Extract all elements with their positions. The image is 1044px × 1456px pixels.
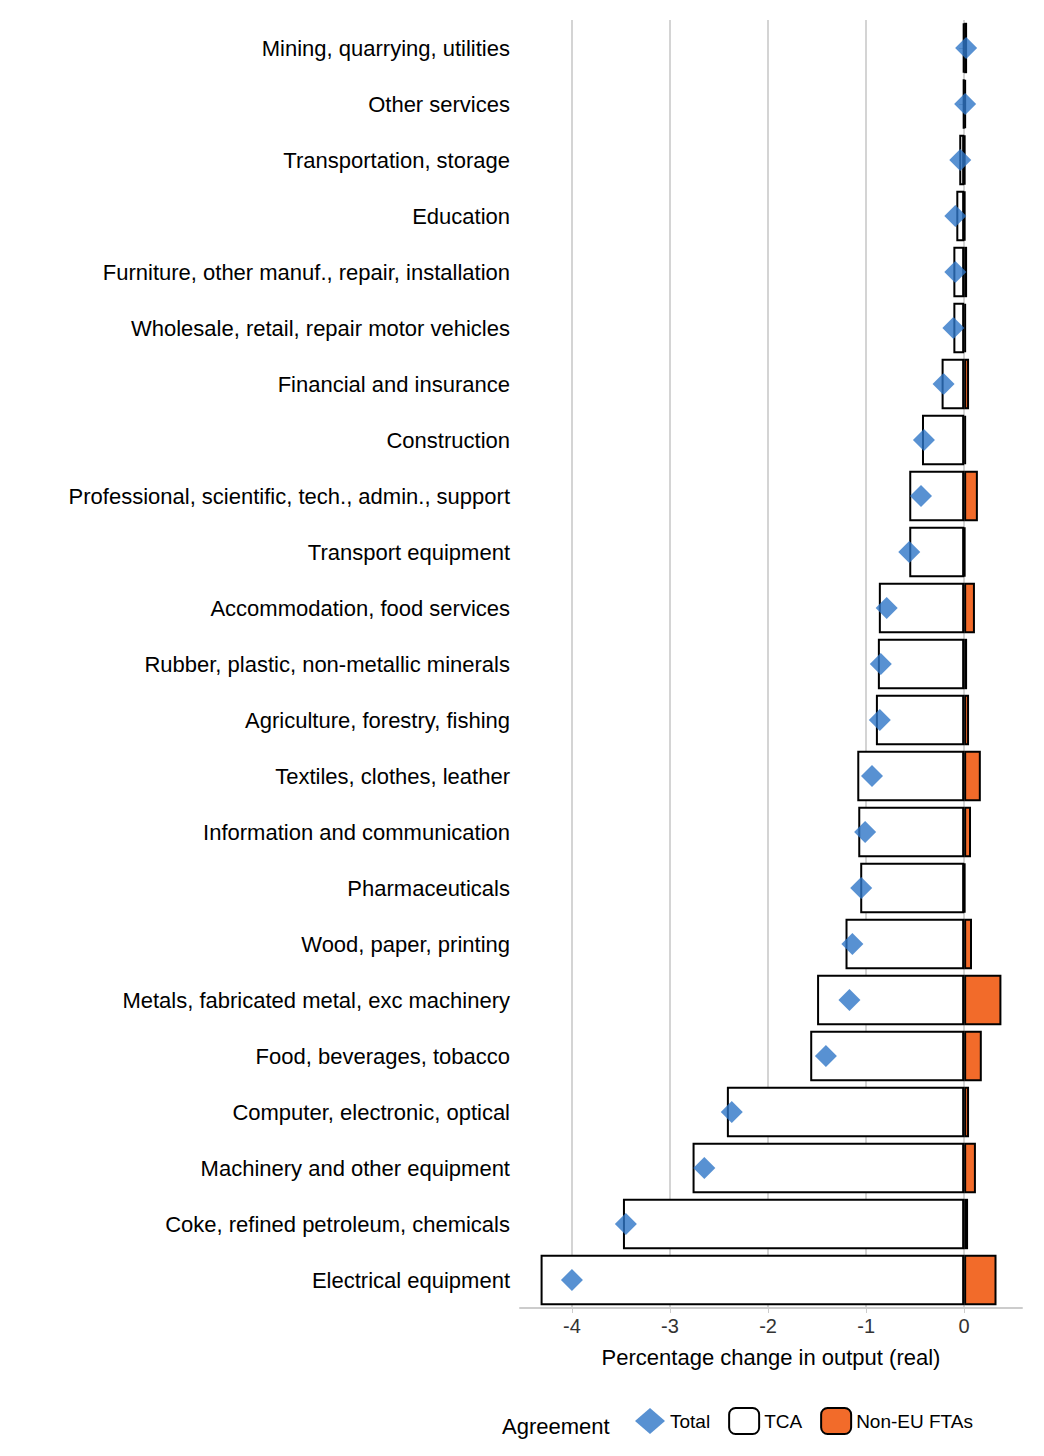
svg-text:Transportation, storage: Transportation, storage xyxy=(283,148,510,173)
svg-text:Construction: Construction xyxy=(386,428,510,453)
svg-text:Wood, paper, printing: Wood, paper, printing xyxy=(301,932,510,957)
svg-text:Rubber, plastic, non-metallic: Rubber, plastic, non-metallic minerals xyxy=(144,652,510,677)
svg-text:Metals, fabricated metal, exc: Metals, fabricated metal, exc machinery xyxy=(122,988,510,1013)
svg-text:Other services: Other services xyxy=(368,92,510,117)
svg-text:TCA: TCA xyxy=(764,1411,802,1432)
svg-text:Computer, electronic, optical: Computer, electronic, optical xyxy=(232,1100,510,1125)
svg-text:Pharmaceuticals: Pharmaceuticals xyxy=(347,876,510,901)
svg-text:Wholesale, retail, repair moto: Wholesale, retail, repair motor vehicles xyxy=(131,316,510,341)
svg-text:0: 0 xyxy=(959,1315,970,1337)
svg-text:Electrical equipment: Electrical equipment xyxy=(312,1268,510,1293)
svg-text:Professional, scientific, tech: Professional, scientific, tech., admin.,… xyxy=(69,484,510,509)
svg-text:-2: -2 xyxy=(759,1315,777,1337)
svg-text:Food, beverages, tobacco: Food, beverages, tobacco xyxy=(256,1044,510,1069)
svg-text:Percentage change in output (r: Percentage change in output (real) xyxy=(602,1345,941,1370)
svg-text:Education: Education xyxy=(412,204,510,229)
svg-text:-4: -4 xyxy=(563,1315,581,1337)
svg-text:Coke, refined petroleum, chemi: Coke, refined petroleum, chemicals xyxy=(165,1212,510,1237)
svg-text:Information and communication: Information and communication xyxy=(203,820,510,845)
svg-text:Total: Total xyxy=(670,1411,710,1432)
svg-text:Transport equipment: Transport equipment xyxy=(308,540,510,565)
svg-text:Furniture, other manuf., repai: Furniture, other manuf., repair, install… xyxy=(103,260,510,285)
svg-text:Agreement: Agreement xyxy=(502,1414,610,1439)
svg-text:Accommodation, food services: Accommodation, food services xyxy=(210,596,510,621)
svg-text:Financial and insurance: Financial and insurance xyxy=(278,372,510,397)
svg-text:Machinery and other equipment: Machinery and other equipment xyxy=(201,1156,510,1181)
svg-text:Agriculture, forestry, fishing: Agriculture, forestry, fishing xyxy=(245,708,510,733)
svg-text:Mining, quarrying, utilities: Mining, quarrying, utilities xyxy=(262,36,510,61)
svg-text:-3: -3 xyxy=(661,1315,679,1337)
svg-text:-1: -1 xyxy=(857,1315,875,1337)
svg-text:Non-EU FTAs: Non-EU FTAs xyxy=(856,1411,973,1432)
svg-text:Textiles, clothes, leather: Textiles, clothes, leather xyxy=(275,764,510,789)
